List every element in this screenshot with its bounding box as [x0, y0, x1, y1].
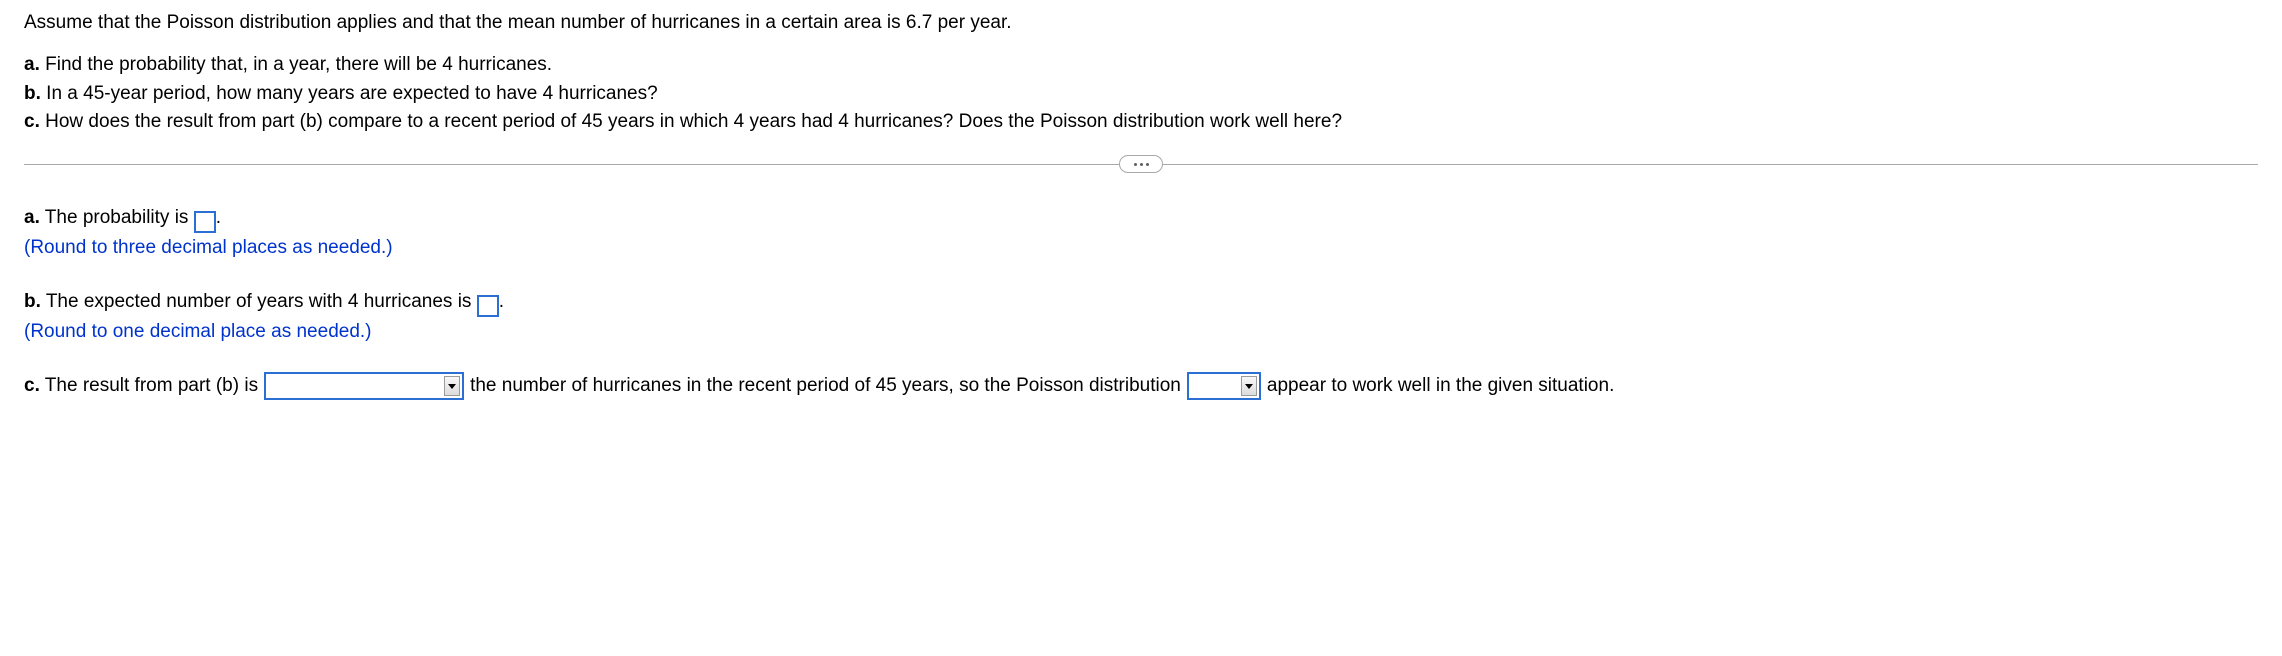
answer-b-label: b. — [24, 291, 41, 312]
part-c-label: c. — [24, 111, 40, 132]
answer-c-lead: c. The result from part (b) is — [24, 369, 258, 403]
answer-c-label: c. — [24, 375, 40, 396]
answers-block: a. The probability is . (Round to three … — [24, 201, 2258, 404]
question-part-b: b. In a 45-year period, how many years a… — [24, 81, 2258, 108]
divider-wrap — [24, 164, 2258, 165]
answer-a-suffix: . — [216, 207, 221, 228]
answer-c-seg2: the number of hurricanes in the recent p… — [470, 369, 1181, 403]
answer-c: c. The result from part (b) is the numbe… — [24, 369, 2258, 403]
ellipsis-icon — [1134, 163, 1149, 166]
part-a-label: a. — [24, 54, 40, 75]
question-intro: Assume that the Poisson distribution app… — [24, 12, 2258, 34]
part-b-text: In a 45-year period, how many years are … — [46, 83, 658, 104]
answer-a-line: a. The probability is . — [24, 201, 2258, 235]
answer-a-input[interactable] — [194, 211, 216, 233]
question-part-a: a. Find the probability that, in a year,… — [24, 52, 2258, 79]
part-b-label: b. — [24, 83, 41, 104]
answer-a-prefix: The probability is — [45, 207, 194, 228]
answer-c-seg1: The result from part (b) is — [45, 375, 258, 396]
answer-b: b. The expected number of years with 4 h… — [24, 285, 2258, 343]
answer-a-hint: (Round to three decimal places as needed… — [24, 237, 2258, 259]
answer-c-seg3: appear to work well in the given situati… — [1267, 369, 1614, 403]
answer-b-prefix: The expected number of years with 4 hurr… — [46, 291, 477, 312]
answer-b-input[interactable] — [477, 295, 499, 317]
chevron-down-icon — [1241, 376, 1257, 396]
answer-a: a. The probability is . (Round to three … — [24, 201, 2258, 259]
question-part-c: c. How does the result from part (b) com… — [24, 109, 2258, 136]
answer-b-line: b. The expected number of years with 4 h… — [24, 285, 2258, 319]
answer-c-line: c. The result from part (b) is the numbe… — [24, 369, 2258, 403]
part-a-text: Find the probability that, in a year, th… — [45, 54, 552, 75]
answer-c-select-1[interactable] — [264, 372, 464, 400]
part-c-text: How does the result from part (b) compar… — [45, 111, 1342, 132]
answer-b-hint: (Round to one decimal place as needed.) — [24, 321, 2258, 343]
answer-b-suffix: . — [499, 291, 504, 312]
expand-button[interactable] — [1119, 155, 1163, 173]
chevron-down-icon — [444, 376, 460, 396]
answer-a-label: a. — [24, 207, 40, 228]
answer-c-select-2[interactable] — [1187, 372, 1261, 400]
question-block: Assume that the Poisson distribution app… — [24, 12, 2258, 136]
